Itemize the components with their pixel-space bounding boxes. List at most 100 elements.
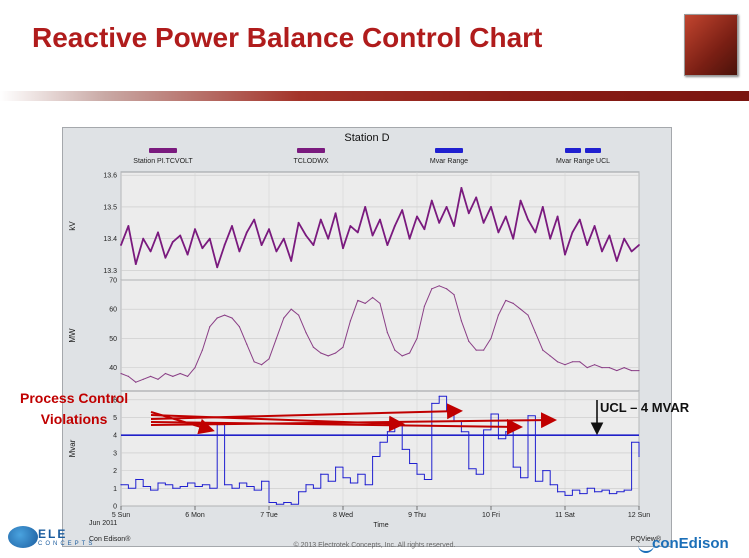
data-point — [431, 288, 433, 290]
data-point — [527, 218, 529, 221]
x-tick-label: 10 Fri — [482, 512, 500, 519]
data-point — [164, 372, 166, 375]
footer-electrotek-logo: ELE CONCEPTS — [8, 526, 108, 552]
x-tick-label: 12 Sun — [628, 512, 650, 519]
data-point — [534, 231, 537, 234]
conedison-logo: conEdison — [638, 535, 729, 553]
data-point — [483, 349, 485, 351]
data-point — [557, 361, 559, 363]
data-point — [142, 237, 145, 240]
data-point — [371, 234, 374, 237]
x-sublabel: Jun 2011 — [89, 520, 117, 527]
data-point — [150, 375, 152, 377]
data-point — [460, 186, 463, 189]
callout-line-1: Process Control — [20, 390, 129, 406]
data-point — [120, 484, 122, 486]
data-point — [305, 484, 307, 486]
slide-title: Reactive Power Balance Control Chart — [32, 22, 543, 53]
data-point — [283, 317, 285, 319]
data-point — [275, 250, 278, 253]
process-control-callout: Process Control Violations — [20, 388, 128, 430]
data-point — [430, 199, 433, 202]
data-point — [638, 244, 640, 246]
data-point — [438, 395, 440, 397]
data-point — [223, 244, 226, 246]
data-point — [253, 361, 255, 363]
data-point — [512, 237, 515, 240]
copyright-text: © 2013 Electrotek Concepts, Inc. All rig… — [293, 542, 456, 549]
data-point — [194, 485, 196, 488]
data-point — [594, 491, 596, 493]
violation-arrow — [150, 418, 523, 435]
data-point — [586, 244, 589, 246]
data-point — [520, 477, 522, 479]
data-point — [342, 477, 344, 479]
data-point — [616, 369, 618, 372]
data-point — [275, 337, 277, 340]
data-point — [579, 361, 581, 363]
data-point — [120, 244, 122, 246]
data-point — [157, 482, 159, 484]
data-point — [253, 489, 255, 491]
data-point — [349, 320, 351, 322]
legend-label: Mvar Range UCL — [556, 158, 610, 165]
data-point — [475, 349, 477, 351]
data-point — [224, 484, 226, 486]
title-divider-bar — [0, 91, 749, 101]
data-point — [401, 355, 403, 357]
y-tick-label: 13.3 — [103, 268, 117, 275]
conedison-logo-text: conEdison — [652, 535, 729, 552]
data-point — [245, 231, 248, 234]
data-point — [312, 244, 315, 246]
y-tick-label: 70 — [109, 278, 117, 285]
data-point — [630, 250, 633, 253]
legend-swatch — [585, 148, 601, 153]
data-point — [601, 250, 603, 253]
data-point — [357, 473, 359, 475]
data-point — [127, 375, 129, 377]
data-point — [379, 441, 381, 443]
data-point — [483, 429, 485, 431]
data-point — [490, 413, 492, 415]
data-point — [298, 314, 300, 316]
data-point — [564, 253, 566, 256]
data-point — [231, 225, 233, 227]
data-point — [253, 218, 256, 221]
data-point — [282, 237, 285, 240]
legend-label: TCLODWX — [294, 158, 329, 165]
y-tick-label: 40 — [109, 365, 117, 372]
plot-area — [120, 171, 640, 281]
data-point — [275, 503, 277, 505]
data-point — [290, 503, 292, 505]
data-point — [409, 352, 411, 354]
data-point — [342, 247, 344, 250]
control-chart: Station D Station PI.TCVOLT TCLODWX Mvar Ra… — [62, 127, 672, 547]
data-point — [504, 215, 507, 218]
data-point — [512, 466, 514, 468]
data-point — [408, 237, 411, 240]
data-point — [142, 378, 144, 380]
data-point — [320, 473, 322, 475]
data-point — [519, 199, 522, 202]
ucl-label: UCL – 4 MVAR — [600, 400, 690, 415]
data-point — [460, 320, 462, 322]
data-point — [201, 349, 203, 351]
data-point — [305, 331, 307, 334]
data-point — [238, 250, 241, 253]
data-point — [446, 288, 448, 290]
x-tick-label: 7 Tue — [260, 512, 278, 519]
violation-arrow — [150, 403, 463, 420]
data-point — [364, 302, 366, 304]
data-point — [401, 448, 403, 450]
y-tick-label: 2 — [113, 468, 117, 475]
data-point — [423, 478, 425, 481]
data-point — [364, 206, 367, 208]
data-point — [305, 234, 307, 237]
data-point — [586, 487, 588, 489]
data-point — [564, 494, 566, 496]
presenter-logo-image — [684, 14, 738, 76]
data-point — [290, 260, 293, 262]
data-point — [327, 480, 329, 482]
data-point — [631, 441, 633, 443]
data-point — [208, 237, 211, 240]
